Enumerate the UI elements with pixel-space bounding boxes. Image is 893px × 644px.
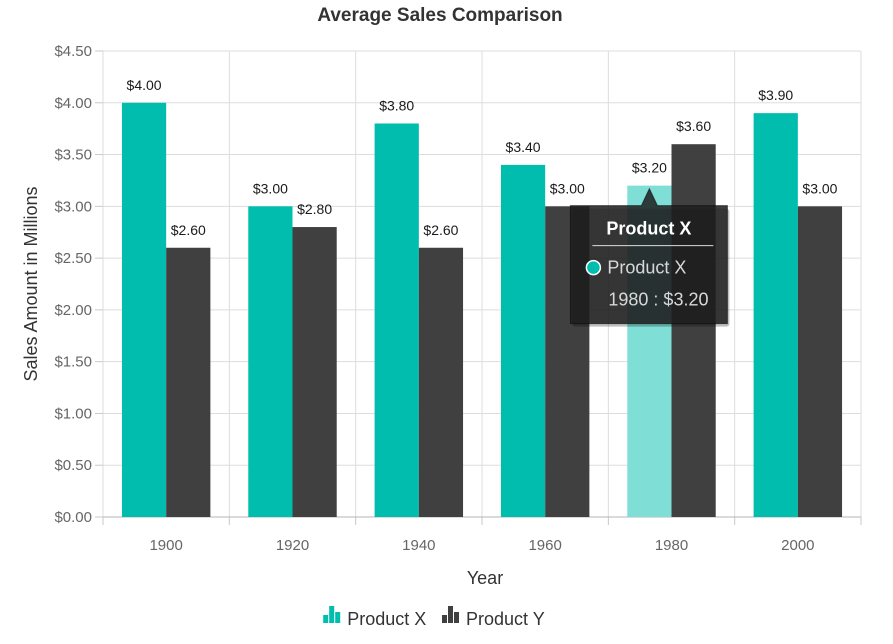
bar-product-y[interactable] [292,227,337,518]
tooltip-title: Product X [606,219,691,239]
bar-product-y[interactable] [797,206,843,518]
y-tick-label: $3.50 [54,147,92,164]
legend-item-product-x[interactable]: Product X [323,606,426,629]
bar-product-x[interactable] [248,206,293,518]
y-axis-title: Sales Amount in Millions [21,186,41,381]
tooltip-series-marker [585,259,602,276]
legend-label: Product X [347,609,426,629]
y-tick-label: $3.00 [54,198,92,215]
bar-chart-icon [323,606,341,623]
y-axis: $0.00 $0.50 $1.00 $1.50 $2.00 $2.50 $3.00 $3.50… [54,43,103,526]
x-tick-label: 1920 [276,537,309,554]
tooltip-series-name: Product X [607,258,686,278]
y-tick-label: $0.00 [54,509,92,526]
y-tick-label: $4.00 [54,95,92,112]
bar-product-y[interactable] [418,247,464,517]
x-tick-label: 1980 [655,537,688,554]
bar-series-group[interactable] [121,102,843,518]
legend-label: Product Y [466,609,545,629]
bar-product-x[interactable] [500,164,546,517]
bar-data-label: $2.60 [423,222,458,238]
tooltip: Product X Product X 1980 : $3.20 [569,187,730,327]
x-tick-label: 2000 [781,537,814,554]
y-tick-label: $1.50 [54,354,92,371]
bar-product-x[interactable] [121,102,167,518]
bar-data-label: $2.80 [297,201,332,217]
bar-data-label: $3.20 [632,160,667,176]
y-tick-label: $1.00 [54,405,92,422]
grid-lines [102,50,862,518]
y-tick-label: $2.50 [54,250,92,267]
x-axis: 1900 1920 1940 1960 1980 2000 [102,516,862,554]
bar-data-label: $3.00 [550,180,585,196]
bar-data-label: $3.60 [676,118,711,134]
tooltip-box [569,187,728,325]
bar-data-label: $3.00 [802,180,837,196]
y-tick-label: $0.50 [54,457,92,474]
tooltip-value: 1980 : $3.20 [608,290,708,310]
bar-data-label: $2.60 [171,222,206,238]
legend[interactable]: Product X Product Y [323,606,545,629]
bar-data-label: $4.00 [127,77,162,93]
y-tick-label: $2.00 [54,302,92,319]
legend-item-product-y[interactable]: Product Y [442,606,545,629]
bar-data-label: $3.90 [758,87,793,103]
bar-data-label: $3.80 [379,97,414,113]
bar-product-x[interactable] [374,123,419,517]
chart-title: Average Sales Comparison [317,5,562,26]
bar-product-y[interactable] [166,247,211,517]
bar-data-label: $3.40 [506,139,541,155]
y-tick-label: $4.50 [54,43,92,60]
bar-data-label: $3.00 [253,180,288,196]
bar-product-x[interactable] [753,113,798,517]
x-tick-label: 1940 [402,537,435,554]
x-tick-label: 1900 [149,537,182,554]
bar-chart-icon [442,606,459,623]
data-labels: $4.00 $3.00 $3.80 $3.40 $3.20 $3.90 $2.60 $2.80… [127,77,838,238]
bar-product-y[interactable] [671,144,716,517]
x-tick-label: 1960 [528,537,561,554]
x-axis-title: Year [467,568,503,588]
